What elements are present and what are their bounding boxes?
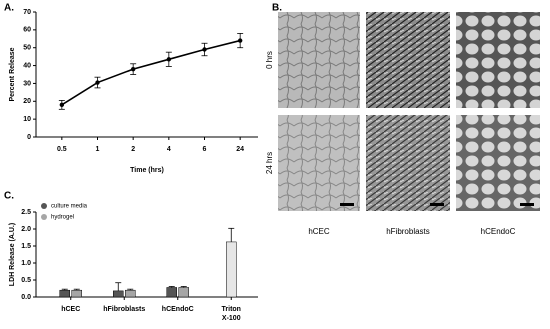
y-tick-label: 60 bbox=[23, 27, 31, 34]
bar bbox=[166, 287, 177, 298]
scale-bar bbox=[340, 203, 354, 206]
y-tick-label: 0.5 bbox=[21, 277, 31, 284]
point bbox=[130, 66, 136, 72]
bar bbox=[125, 289, 136, 298]
micrograph bbox=[456, 12, 540, 108]
image-panel: B. 0 hrs 24 hrs hCEC hFibroblasts hCEndo… bbox=[265, 3, 540, 236]
x-axis-title: Time (hrs) bbox=[130, 167, 164, 174]
line bbox=[61, 39, 241, 106]
y-tick-label: 2.0 bbox=[21, 226, 31, 233]
legend-label: culture media bbox=[51, 204, 88, 210]
x-tick-label: 1 bbox=[96, 146, 100, 153]
scale-bar bbox=[520, 203, 534, 206]
micrograph bbox=[278, 12, 360, 108]
panel-label: A. bbox=[4, 3, 14, 14]
x-tick-label: 0.5 bbox=[57, 146, 67, 153]
y-tick-label: 0.0 bbox=[21, 294, 31, 301]
y-axis-title: LDH Release (A.U.) bbox=[9, 223, 16, 286]
bar bbox=[226, 241, 237, 298]
y-tick-label: 10 bbox=[23, 116, 31, 123]
scale-bar bbox=[430, 203, 444, 206]
point bbox=[166, 57, 172, 62]
x-tick-label: Triton bbox=[222, 306, 241, 313]
point bbox=[202, 47, 207, 52]
y-tick-label: 1.0 bbox=[21, 260, 31, 267]
point bbox=[237, 38, 243, 43]
micrograph bbox=[456, 115, 540, 211]
panel-label: C. bbox=[4, 191, 14, 202]
x-tick-label: hCEC bbox=[61, 306, 80, 313]
y-tick-label: 70 bbox=[23, 9, 31, 16]
legend-label: hydrogel bbox=[51, 215, 74, 221]
y-tick-label: 50 bbox=[23, 45, 31, 52]
x-tick-label: hFibroblasts bbox=[103, 306, 145, 313]
col-label: hCEndoC bbox=[481, 227, 516, 236]
legend-marker bbox=[41, 203, 47, 209]
x-tick-label: hCEndoC bbox=[162, 306, 194, 313]
x-tick-label: 4 bbox=[167, 146, 171, 153]
x-tick-label: 6 bbox=[203, 146, 207, 153]
y-tick-label: 40 bbox=[23, 62, 31, 69]
bar bbox=[178, 287, 189, 298]
y-tick-label: 0 bbox=[27, 134, 31, 141]
col-label: hCEC bbox=[308, 227, 330, 236]
point bbox=[59, 102, 65, 108]
y-tick-label: 20 bbox=[23, 98, 31, 105]
y-axis-title: Percent Release bbox=[9, 47, 16, 101]
micrograph bbox=[278, 115, 360, 211]
micrograph bbox=[366, 12, 450, 108]
y-tick-label: 30 bbox=[23, 80, 31, 87]
bar bbox=[71, 289, 82, 298]
y-tick-label: 2.5 bbox=[21, 209, 31, 216]
bar bbox=[113, 290, 124, 298]
point bbox=[95, 80, 100, 85]
x-tick-label: 24 bbox=[236, 146, 244, 153]
legend-marker bbox=[41, 214, 47, 220]
x-tick-label: 2 bbox=[131, 146, 135, 153]
row-label: 0 hrs bbox=[265, 51, 274, 69]
panel-label: B. bbox=[272, 3, 282, 14]
bar bbox=[59, 289, 70, 298]
micrograph bbox=[366, 115, 450, 211]
row-label: 24 hrs bbox=[265, 152, 274, 174]
col-label: hFibroblasts bbox=[386, 227, 430, 236]
x-tick-label: X-100 bbox=[222, 315, 241, 322]
y-tick-label: 1.5 bbox=[21, 243, 31, 250]
